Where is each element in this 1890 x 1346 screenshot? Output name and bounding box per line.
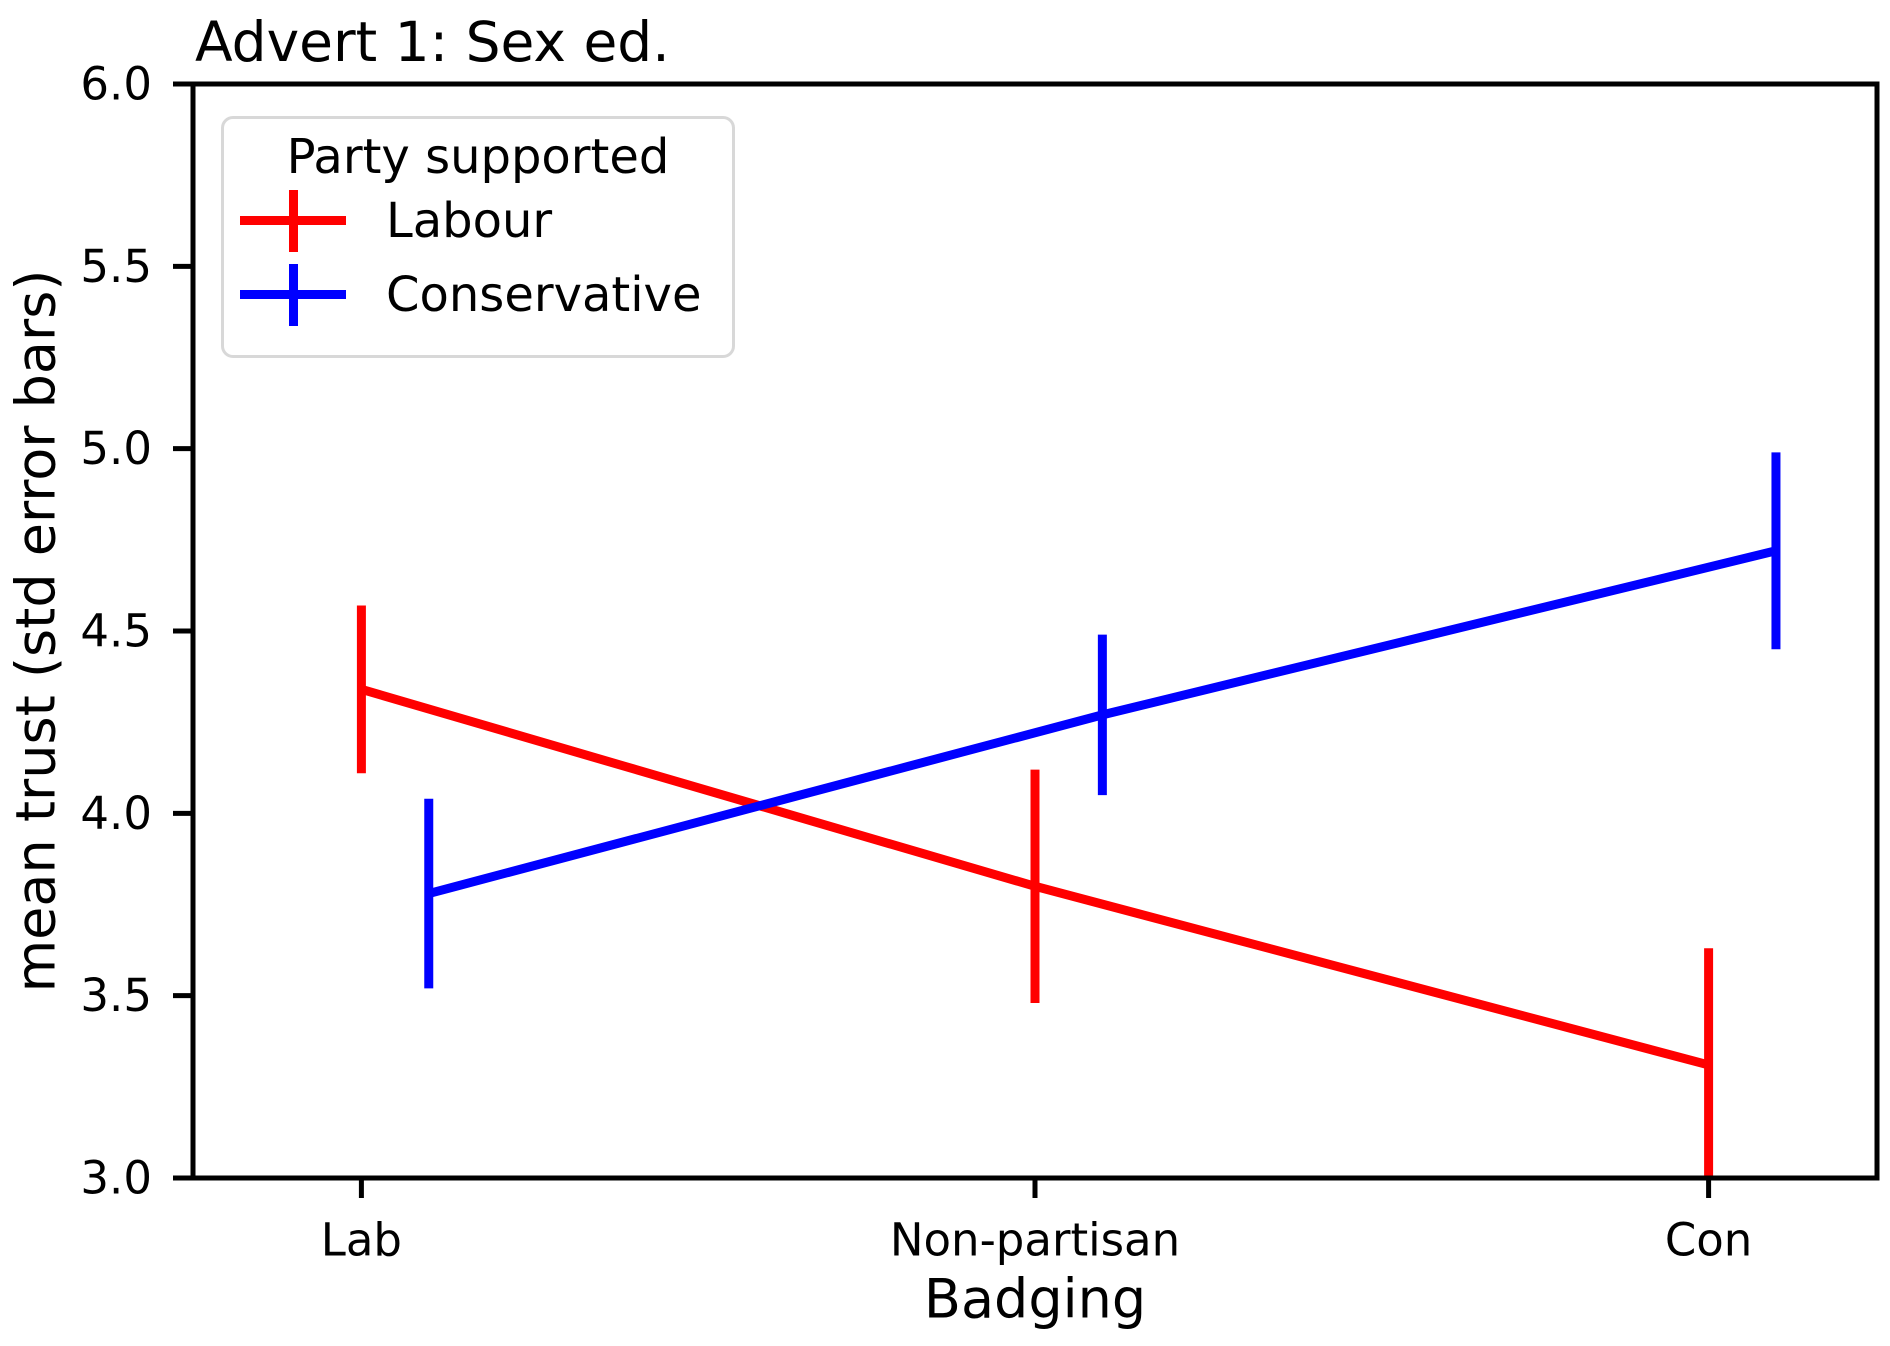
axes-spines xyxy=(190,81,1880,1181)
legend-label-labour: Labour xyxy=(386,192,553,249)
y-tick-label: 3.0 xyxy=(80,1152,152,1205)
legend-label-conservative: Conservative xyxy=(386,266,702,323)
y-tick-label: 5.5 xyxy=(80,240,152,293)
legend-item-conservative: Conservative xyxy=(224,258,732,332)
x-tick-label-lab: Lab xyxy=(321,1214,402,1267)
x-tick-label-con: Con xyxy=(1665,1214,1752,1267)
x-axis-label: Badging xyxy=(923,1267,1147,1331)
series-conservative xyxy=(424,452,1781,989)
y-tick-label: 5.0 xyxy=(80,422,152,475)
errorbar-key-icon-conservative xyxy=(240,263,346,326)
legend-title: Party supported xyxy=(286,129,670,185)
y-tick-label: 6.0 xyxy=(80,58,152,111)
errorbar-key-vline xyxy=(288,263,298,326)
y-tick-label: 4.5 xyxy=(80,605,152,658)
errorbar-key-vline xyxy=(288,189,298,252)
x-tick-label-non-partisan: Non-partisan xyxy=(890,1214,1180,1267)
legend: Party supported Labour Conservative xyxy=(221,116,735,358)
y-tick-label: 3.5 xyxy=(80,969,152,1022)
series-labour xyxy=(356,605,1714,1178)
errorbar-key-icon-labour xyxy=(240,189,346,252)
chart-title: Advert 1: Sex ed. xyxy=(195,10,670,74)
y-tick-label: 4.0 xyxy=(80,787,152,840)
legend-item-labour: Labour xyxy=(224,184,732,258)
